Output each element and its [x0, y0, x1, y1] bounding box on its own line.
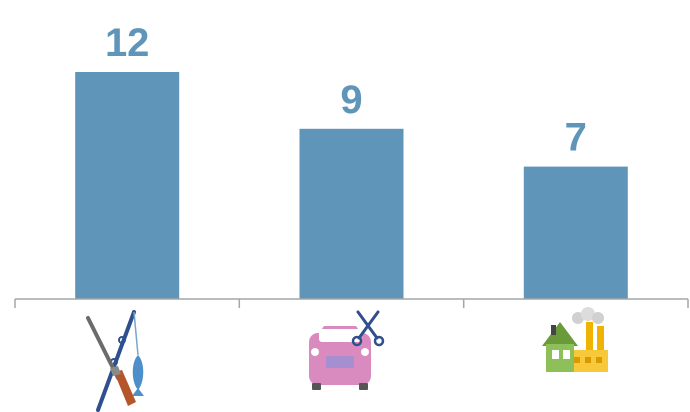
value-labels-group: 12 9 7 — [105, 21, 587, 160]
factory-icon — [542, 307, 608, 372]
bar-value-label: 7 — [565, 116, 587, 160]
bar-hunting-fishing — [75, 72, 180, 299]
bars-group — [75, 72, 628, 300]
x-axis-ticks — [14, 299, 689, 308]
car-repair-icon — [309, 310, 385, 390]
bar-value-label: 9 — [340, 78, 362, 122]
bar-value-label: 12 — [105, 21, 150, 65]
bar-car-repair — [299, 128, 404, 300]
bar-factory — [523, 166, 628, 299]
hunting-fishing-icon — [86, 310, 144, 412]
